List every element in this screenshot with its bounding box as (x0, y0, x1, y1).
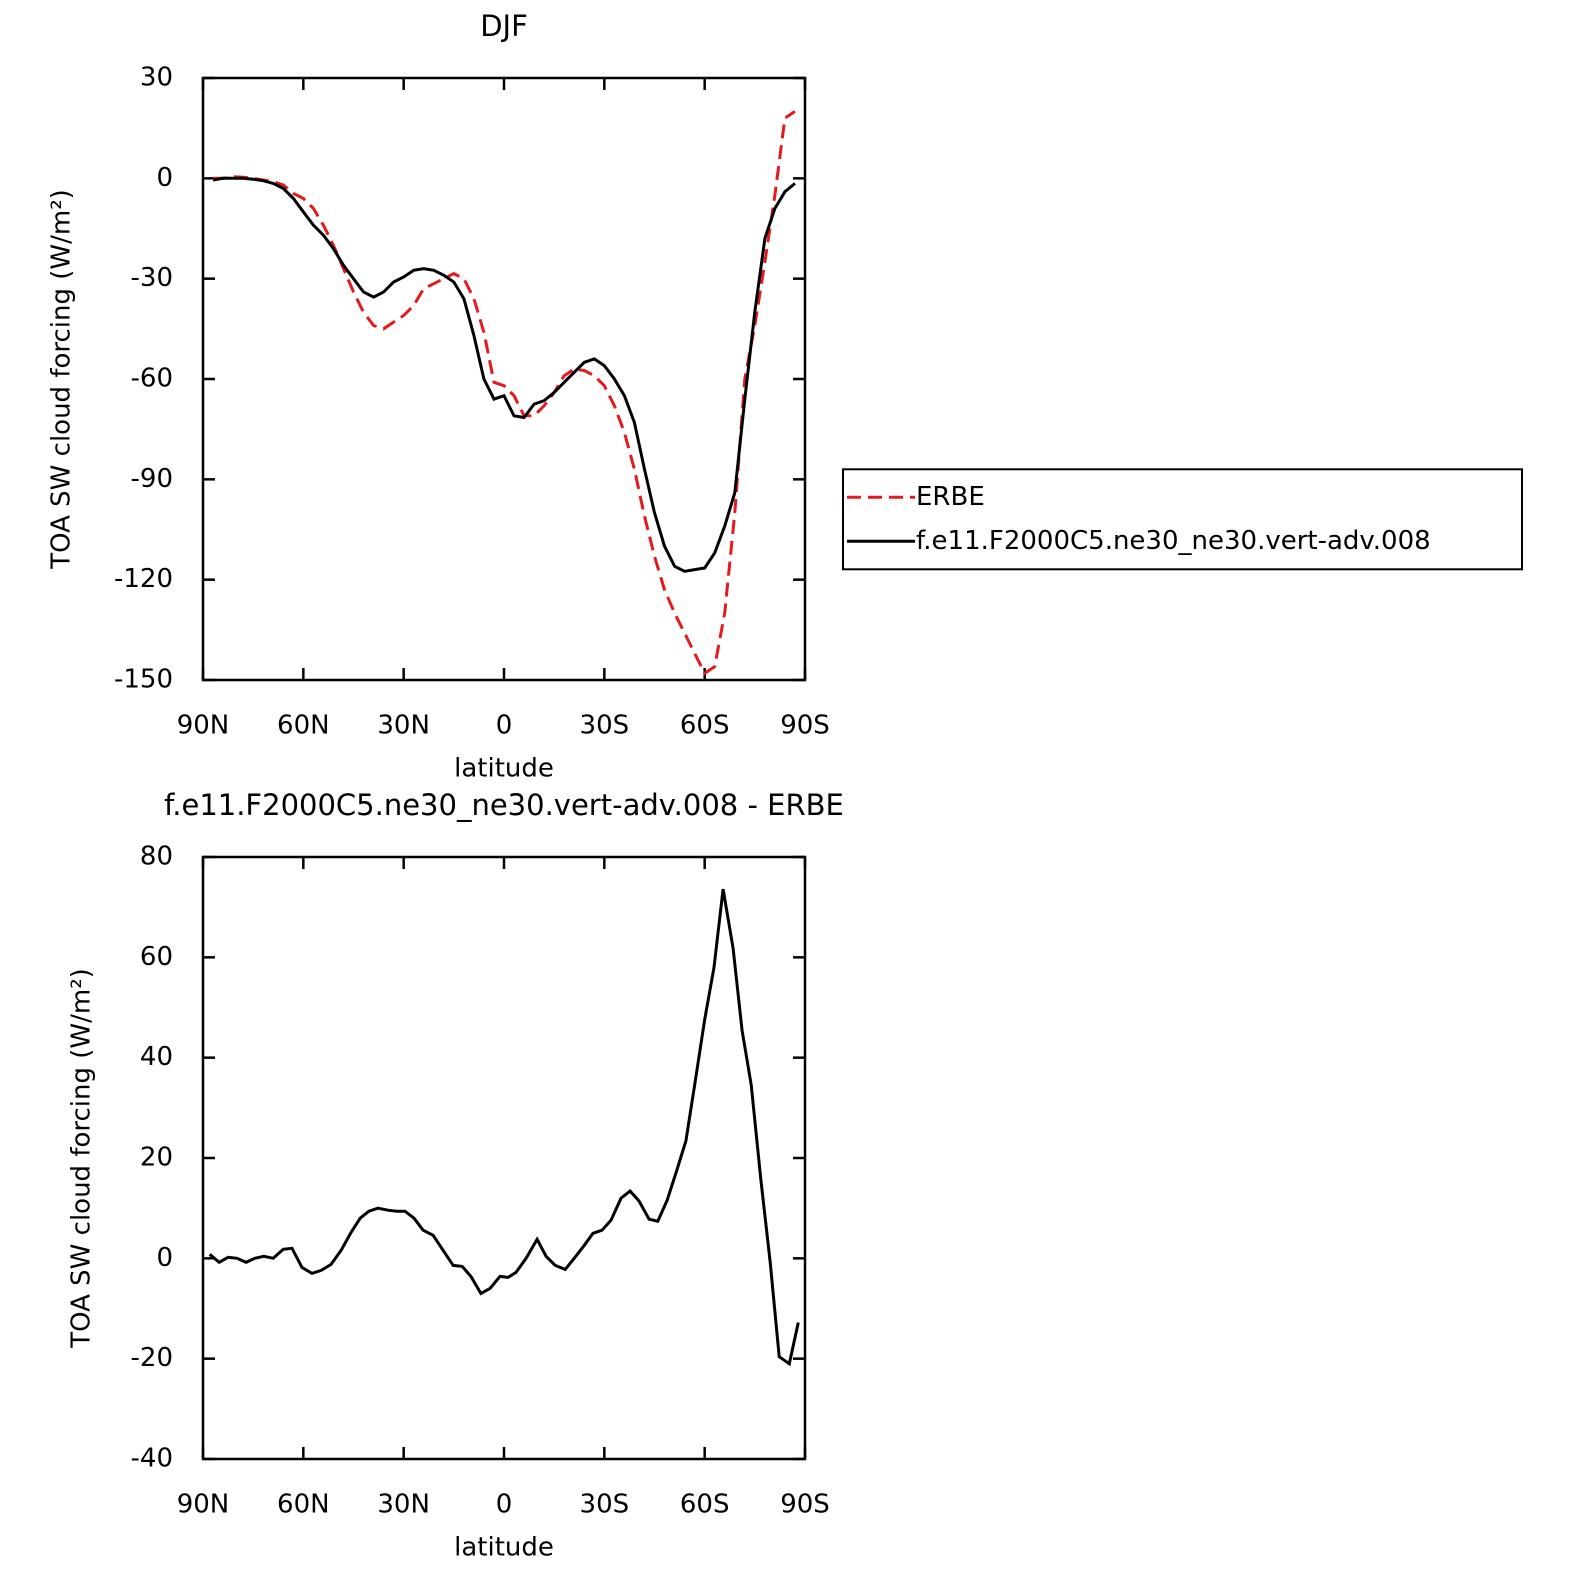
x-axis-label: latitude (454, 754, 554, 784)
y-tick-label: 30 (140, 63, 173, 93)
x-tick-label: 30S (580, 1490, 630, 1520)
y-tick-label: -40 (131, 1444, 173, 1474)
data-line (208, 888, 800, 1367)
x-tick-label: 60S (680, 711, 730, 741)
legend-label: ERBE (916, 482, 985, 512)
y-tick-label: -30 (131, 263, 173, 293)
x-tick-label: 30S (580, 711, 630, 741)
x-tick-label: 30N (377, 1490, 430, 1520)
legend-box (842, 468, 1523, 571)
x-axis-label: latitude (454, 1533, 554, 1563)
x-tick-label: 60N (277, 711, 330, 741)
y-tick-label: 40 (140, 1042, 173, 1072)
y-tick-label: -120 (114, 564, 173, 594)
y-tick-label: 60 (140, 942, 173, 972)
y-tick-label: -90 (131, 464, 173, 494)
x-tick-label: 90S (780, 1490, 830, 1520)
y-tick-label: 0 (156, 1243, 173, 1273)
x-tick-label: 60S (680, 1490, 730, 1520)
plot-frame (201, 76, 807, 682)
y-tick-label: 20 (140, 1143, 173, 1173)
data-line (212, 176, 796, 573)
y-tick-label: 80 (140, 842, 173, 872)
x-tick-label: 0 (496, 711, 513, 741)
y-tick-label: -60 (131, 364, 173, 394)
y-axis-label: TOA SW cloud forcing (W/m²) (47, 189, 77, 570)
plot-frame (201, 855, 807, 1461)
chart-title: DJF (480, 9, 528, 43)
y-axis-label: TOA SW cloud forcing (W/m²) (67, 968, 97, 1349)
x-tick-label: 60N (277, 1490, 330, 1520)
chart-title: f.e11.F2000C5.ne30_ne30.vert-adv.008 - E… (164, 788, 844, 822)
x-tick-label: 90S (780, 711, 830, 741)
legend-label: f.e11.F2000C5.ne30_ne30.vert-adv.008 (916, 526, 1431, 556)
data-line (213, 110, 796, 676)
y-tick-label: -20 (131, 1343, 173, 1373)
x-tick-label: 30N (377, 711, 430, 741)
y-tick-label: -150 (114, 665, 173, 695)
y-tick-label: 0 (156, 163, 173, 193)
x-tick-label: 90N (177, 1490, 230, 1520)
x-tick-label: 90N (177, 711, 230, 741)
x-tick-label: 0 (496, 1490, 513, 1520)
